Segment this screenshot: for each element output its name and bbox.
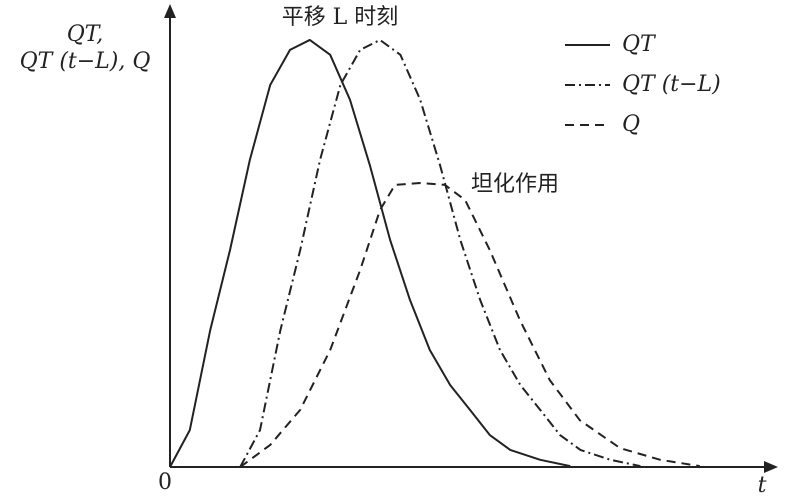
axes <box>169 14 768 468</box>
series-line <box>239 38 641 468</box>
y-label: QT, <box>67 22 103 47</box>
legend-label: QT (t−L) <box>622 72 721 97</box>
x-tick-label: 0 <box>158 470 172 495</box>
x-arrow <box>764 461 778 473</box>
series-line <box>169 38 571 468</box>
x-label: t <box>758 473 767 498</box>
chart-title: 平移 L 时刻 <box>282 5 399 30</box>
annotation: 坦化作用 <box>471 172 559 197</box>
y-label: QT (t−L), Q <box>20 49 151 74</box>
legend-label: Q <box>622 112 640 137</box>
series-line <box>239 182 700 468</box>
legend-label: QT <box>622 32 657 57</box>
y-arrow <box>164 4 176 18</box>
